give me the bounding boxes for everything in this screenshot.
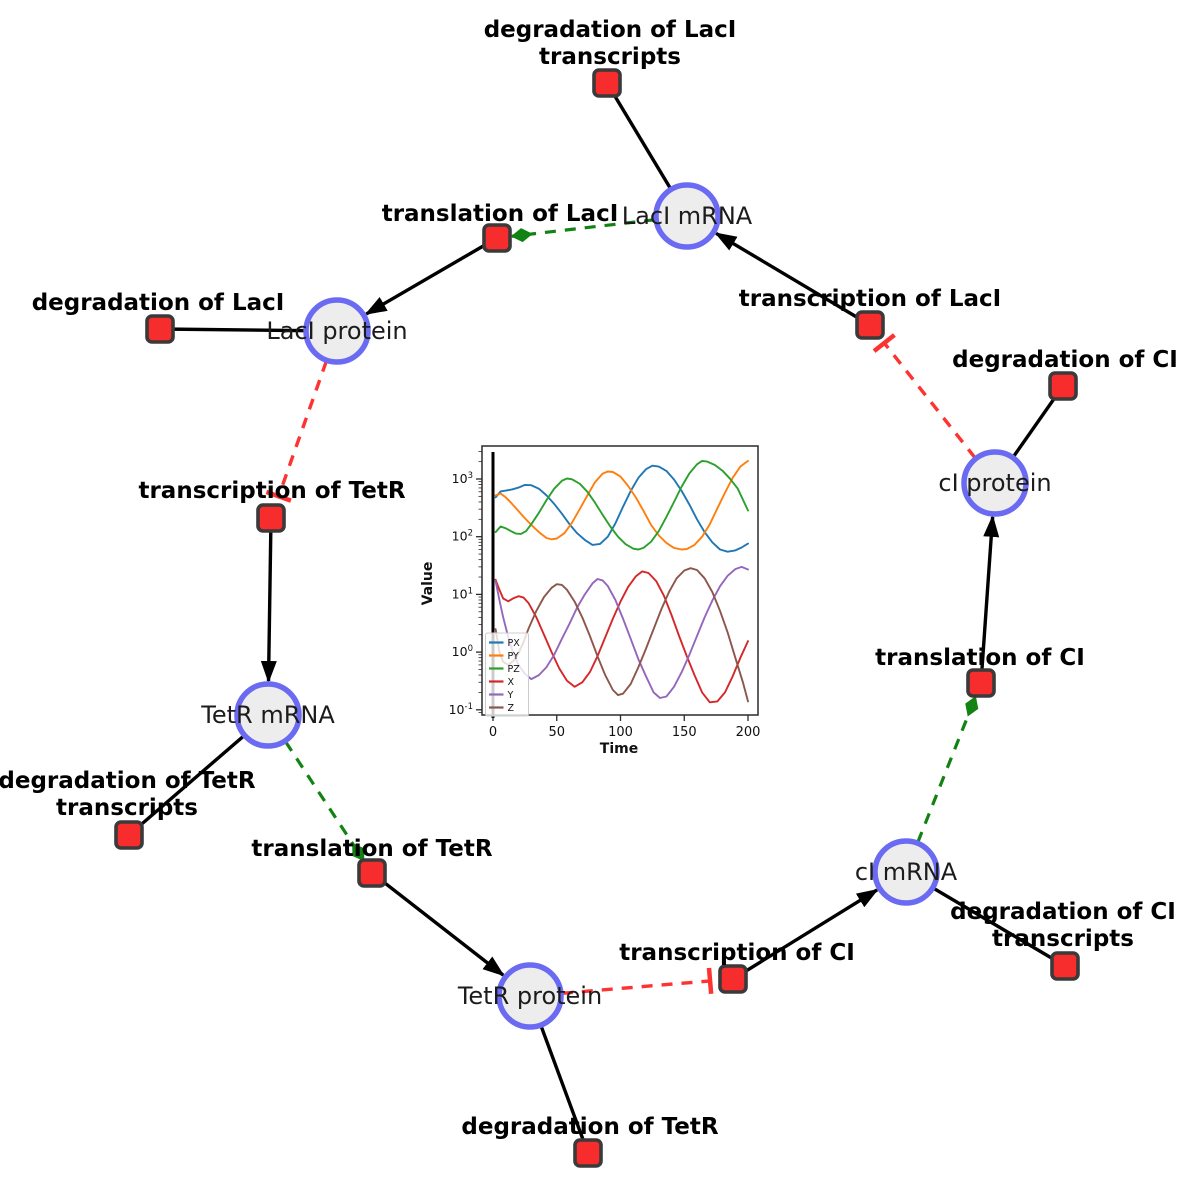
reaction-label-tl-ci-line1: translation of CI	[875, 645, 1085, 671]
edge-modifier-ci_mrna-to-tl_ci	[916, 696, 979, 843]
species-node-ci-protein[interactable]	[961, 449, 1029, 517]
species-label-tetr-mrna: TetR mRNA	[200, 701, 335, 729]
reaction-label-tl-laci-line1: translation of LacI	[382, 201, 619, 227]
reaction-label-tl-tetr-line1: translation of TetR	[251, 836, 492, 862]
edge-production-tl_laci-to-laci_protein	[364, 236, 498, 316]
reaction-node-deg-ci-tx[interactable]	[1050, 951, 1080, 981]
reaction-node-deg-ci[interactable]	[1048, 371, 1078, 401]
legend-label-PY: PY	[508, 651, 520, 662]
reaction-label-deg-ci-tx-line1: degradation of CI	[950, 899, 1176, 925]
reaction-node-tl-ci[interactable]	[966, 668, 996, 698]
reaction-label-tc-ci-line1: transcription of CI	[619, 940, 855, 966]
nodes-layer	[114, 68, 1080, 1168]
x-tick-label-150: 150	[672, 725, 697, 740]
reaction-label-tc-laci-line1: transcription of LacI	[739, 286, 1002, 312]
series-line-PX	[494, 464, 749, 553]
inhibition-tee-tc_tetr	[265, 489, 292, 503]
species-node-laci-protein[interactable]	[303, 297, 371, 365]
y-tick-label-1: 101	[452, 586, 473, 601]
species-node-ci-mrna[interactable]	[872, 838, 940, 906]
legend-label-Z: Z	[508, 703, 515, 714]
reaction-label-deg-tetr-line1: degradation of TetR	[461, 1114, 718, 1140]
species-label-laci-protein: LacI protein	[266, 317, 407, 345]
edges-layer	[127, 82, 1066, 1154]
x-tick-label-100: 100	[608, 725, 633, 740]
edge-production-tc_laci-to-laci_mrna	[714, 231, 871, 327]
legend-label-Y: Y	[507, 690, 514, 701]
series-line-X	[494, 570, 749, 704]
y-tick-label--1: 10-1	[449, 702, 473, 717]
edge-production-tl_tetr-to-tetr_protein	[370, 871, 505, 977]
inhibition-tee-tc_ci	[706, 967, 714, 995]
reaction-node-tl-tetr[interactable]	[357, 858, 387, 888]
reaction-node-deg-laci-tx[interactable]	[592, 68, 622, 98]
legend-label-PX: PX	[508, 638, 521, 649]
labels-layer: LacI mRNA LacI protein TetR mRNA TetR prote…	[0, 17, 1178, 1140]
inset-chart: 103 102 101 100 10-1 0 50 100 150 200 Time Value PX P…	[420, 445, 761, 757]
reaction-node-deg-tetr-tx[interactable]	[114, 820, 144, 850]
reaction-label-deg-ci-line1: degradation of CI	[952, 347, 1178, 373]
species-label-tetr-protein: TetR protein	[457, 982, 602, 1010]
x-tick-label-0: 0	[489, 725, 497, 740]
reaction-node-tc-tetr[interactable]	[256, 503, 286, 533]
x-tick-label-200: 200	[736, 725, 761, 740]
reaction-label-tc-tetr-line1: transcription of TetR	[138, 478, 405, 504]
edge-inhibition-laci_protein-to-tc_tetr	[277, 360, 328, 497]
x-tick-label-50: 50	[548, 725, 565, 740]
reaction-label-deg-ci-tx-line2: transcripts	[992, 926, 1134, 952]
species-node-tetr-protein[interactable]	[496, 962, 564, 1030]
edge-production-tc_ci-to-ci_mrna	[732, 888, 879, 981]
reaction-label-deg-tetr-tx-line2: transcripts	[56, 795, 198, 821]
reaction-label-deg-laci-line1: degradation of LacI	[32, 290, 285, 316]
reaction-label-deg-tetr-tx-line1: degradation of TetR	[0, 768, 256, 794]
x-axis-label: Time	[600, 741, 638, 757]
species-label-ci-protein: cI protein	[938, 469, 1051, 497]
reaction-label-deg-laci-tx-line1: degradation of LacI	[484, 17, 737, 43]
y-tick-label-2: 102	[452, 529, 473, 544]
reaction-label-deg-laci-tx-line2: transcripts	[539, 44, 681, 70]
edge-inhibition-ci_protein-to-tc_laci	[882, 341, 977, 459]
species-node-tetr-mrna[interactable]	[234, 681, 302, 749]
reaction-node-deg-laci[interactable]	[145, 314, 175, 344]
reaction-node-tl-laci[interactable]	[482, 223, 512, 253]
edge-inhibition-tetr_protein-to-tc_ci	[561, 979, 711, 996]
reaction-node-deg-tetr[interactable]	[573, 1138, 603, 1168]
species-label-ci-mrna: cI mRNA	[855, 858, 958, 886]
species-node-laci-mrna[interactable]	[653, 182, 721, 250]
edge-modifier-tetr_mrna-to-tl_tetr	[284, 740, 366, 862]
reaction-node-tc-laci[interactable]	[855, 310, 885, 340]
y-tick-label-3: 103	[452, 471, 473, 486]
species-label-laci-mrna: LacI mRNA	[622, 202, 753, 230]
legend-label-X: X	[508, 677, 515, 688]
inhibition-tee-tc_laci	[872, 333, 896, 353]
y-axis-label: Value	[420, 562, 436, 606]
edge-production-tl_ci-to-ci_protein	[979, 514, 1000, 684]
y-tick-label-0: 100	[452, 644, 473, 659]
series-line-PZ	[494, 459, 749, 551]
legend-label-PZ: PZ	[508, 664, 521, 675]
reaction-node-tc-ci[interactable]	[718, 964, 748, 994]
edge-production-tc_tetr-to-tetr_mrna	[260, 517, 277, 684]
edge-modifier-laci_mrna-to-tl_laci	[510, 218, 656, 243]
